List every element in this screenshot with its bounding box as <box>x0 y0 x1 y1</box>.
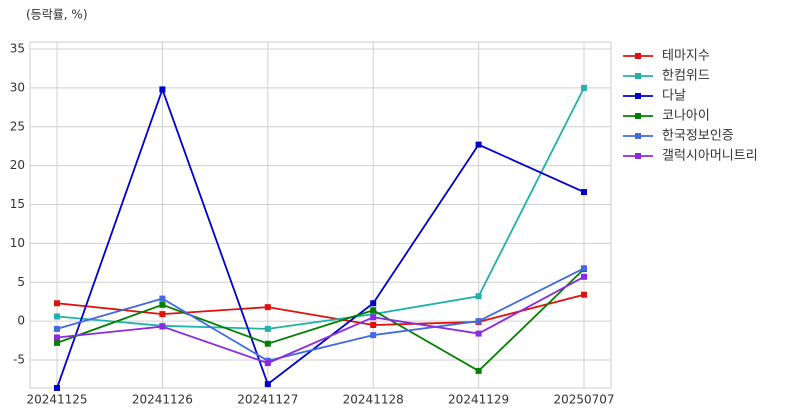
data-point <box>159 86 166 93</box>
data-point <box>264 340 271 347</box>
data-point <box>54 325 60 332</box>
legend-label: 다날 <box>662 89 686 104</box>
data-point <box>54 385 60 391</box>
legend-marker <box>635 133 641 139</box>
x-tick-label: 20241129 <box>448 393 509 407</box>
y-axis-label: (등락률, %) <box>26 8 88 22</box>
data-point <box>264 381 271 388</box>
y-tick-label: 0 <box>17 314 25 328</box>
plot-frame <box>29 41 612 389</box>
data-point <box>475 293 482 300</box>
data-point <box>370 311 377 318</box>
y-tick-label: 15 <box>10 197 25 211</box>
legend-label: 테마지수 <box>662 49 710 64</box>
data-point <box>159 323 166 330</box>
x-tick-label: 20241127 <box>237 393 298 407</box>
data-point <box>159 301 166 308</box>
data-point <box>370 300 377 307</box>
data-point <box>370 332 377 339</box>
data-point <box>54 334 60 341</box>
y-tick-label: 20 <box>10 158 25 172</box>
data-point <box>581 84 587 91</box>
y-tick-label: 5 <box>17 275 25 289</box>
data-point <box>581 273 587 280</box>
data-point <box>370 322 377 329</box>
legend-label: 한컴위드 <box>662 69 710 84</box>
data-point <box>581 265 587 272</box>
data-point <box>370 307 377 314</box>
data-point <box>54 300 60 307</box>
y-tick-label: 30 <box>10 80 25 94</box>
y-tick-label: 10 <box>10 236 25 250</box>
legend-marker <box>635 153 641 159</box>
data-point <box>475 367 482 374</box>
data-point <box>475 330 482 337</box>
legend-marker <box>635 93 641 99</box>
legend-label: 한국정보인증 <box>662 129 734 144</box>
y-tick-label: -5 <box>13 353 25 367</box>
series-line <box>56 86 585 389</box>
series-line <box>56 268 585 373</box>
data-point <box>264 325 271 332</box>
data-point <box>264 304 271 311</box>
series-line <box>56 87 585 330</box>
data-point <box>475 318 482 325</box>
data-point <box>159 311 166 318</box>
data-point <box>370 314 377 321</box>
legend-marker <box>635 113 641 119</box>
data-point <box>581 189 587 196</box>
series-line <box>56 276 585 365</box>
x-tick-label: 20250707 <box>553 393 614 407</box>
data-point <box>264 360 271 367</box>
x-tick-label: 20241125 <box>26 393 87 407</box>
legend-label: 갤럭시아머니트리 <box>662 149 758 164</box>
series-line <box>56 267 585 362</box>
x-tick-label: 20241128 <box>343 393 404 407</box>
data-point <box>159 295 166 302</box>
series-line <box>56 293 585 326</box>
legend-marker <box>635 53 641 59</box>
legend-marker <box>635 73 641 79</box>
y-tick-label: 35 <box>10 41 25 55</box>
legend-label: 코나아이 <box>662 109 710 124</box>
data-point <box>581 291 587 298</box>
data-point <box>54 339 60 346</box>
x-tick-label: 20241126 <box>132 393 193 407</box>
data-point <box>475 141 482 148</box>
y-tick-label: 25 <box>10 119 25 133</box>
data-point <box>54 313 60 320</box>
